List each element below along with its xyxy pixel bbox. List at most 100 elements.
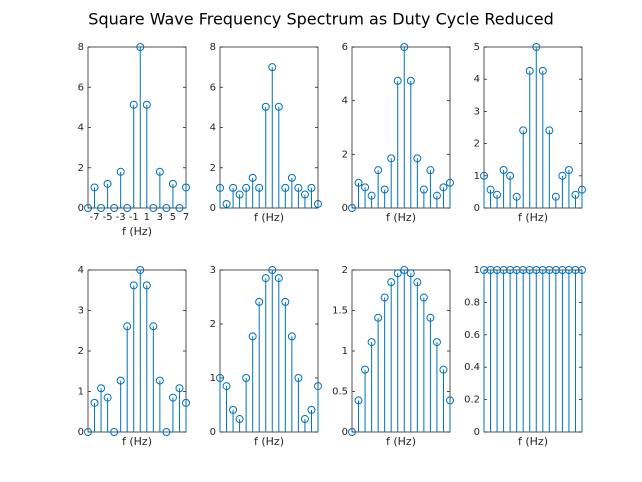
stem-marker [175,204,184,212]
y-tick-label: 2 [342,149,348,160]
stem-marker [314,382,322,391]
x-tick-label: -7 [90,212,100,223]
stem-marker [162,428,171,436]
y-tick-label: 0.8 [464,297,480,308]
stem-marker [268,266,277,274]
y-tick-label: 4 [210,123,216,134]
y-tick-label: 2 [78,346,84,357]
y-tick-label: 0.4 [464,362,480,373]
stem-marker [307,405,316,414]
x-axis-label: f (Hz) [518,435,548,448]
stem-marker [116,167,125,176]
stem-marker [348,428,356,436]
stem-marker [354,396,363,405]
x-tick-label: -5 [103,212,113,223]
stem-marker [222,382,231,391]
stem-marker [229,405,238,414]
stem-marker [406,269,415,278]
stem-marker [287,332,296,341]
stem-marker [432,191,441,200]
y-tick-label: 8 [210,42,216,53]
stem-marker [558,171,567,180]
y-tick-label: 0 [474,427,480,438]
stem-marker [354,178,363,187]
stem-marker [110,204,119,212]
y-tick-label: 6 [78,82,84,93]
stem-marker [155,376,164,385]
stem-marker [519,126,528,135]
x-tick-label: -3 [116,212,126,223]
stem-marker [116,376,125,385]
y-tick-label: 4 [78,265,84,276]
y-tick-label: 0 [474,203,480,214]
stem-marker [545,126,554,135]
stem-marker [374,166,383,175]
stem-marker [216,374,224,382]
stem-marker [413,154,422,163]
x-axis-label: f (Hz) [518,211,548,224]
stem-marker [419,293,428,302]
x-tick-label: 7 [183,212,189,223]
stem-marker [182,398,190,407]
stem-marker [532,43,541,51]
stem-marker [300,190,309,199]
y-tick-label: 0 [78,203,84,214]
stem-marker [400,266,409,274]
y-tick-label: 2 [474,139,480,150]
stem-marker [149,204,158,212]
stem-marker [499,166,508,175]
stem-marker [426,313,435,322]
stem-marker [387,154,396,163]
y-tick-label: 0 [210,427,216,438]
stem-marker [142,281,151,290]
x-axis-label: f (Hz) [122,225,152,238]
stem-marker [493,190,502,199]
y-tick-label: 6 [210,82,216,93]
stem-marker [446,396,454,405]
stem-marker [387,278,396,287]
stem-marker [248,332,257,341]
y-tick-label: 6 [342,42,348,53]
stem-marker [439,183,448,192]
stem-marker [229,183,238,192]
stem-marker [110,428,119,436]
stem-marker [314,199,322,208]
stem-marker [274,274,283,283]
stem-marker [578,185,586,194]
stem-marker [149,322,158,331]
stem-marker [103,393,112,402]
stem-marker [446,178,454,187]
stem-marker [361,365,370,374]
stem-marker [168,393,177,402]
stem-marker [274,102,283,111]
stem-marker [216,183,224,192]
stem-marker [393,269,402,278]
y-tick-label: 2 [210,319,216,330]
stem-marker [512,192,521,201]
y-tick-label: 1.5 [332,306,348,317]
stem-marker [97,384,106,393]
stem-marker [294,374,303,382]
y-tick-label: 8 [78,42,84,53]
stem-marker [525,66,534,75]
stem-marker [361,183,370,192]
y-tick-label: 1 [474,265,480,276]
stem-marker [538,66,547,75]
stem-marker [307,183,316,192]
stem-marker [222,199,231,208]
x-axis-label: f (Hz) [254,435,284,448]
stem-marker [90,183,99,192]
x-tick-label: 3 [157,212,163,223]
stem-marker [123,322,132,331]
x-axis-label: f (Hz) [254,211,284,224]
y-tick-label: 0 [342,203,348,214]
stem-marker [268,63,277,72]
y-tick-label: 3 [474,106,480,117]
stem-marker [155,167,164,176]
x-axis-label: f (Hz) [122,435,152,448]
stem-marker [242,183,251,192]
stem-marker [439,365,448,374]
stem-marker [90,398,99,407]
